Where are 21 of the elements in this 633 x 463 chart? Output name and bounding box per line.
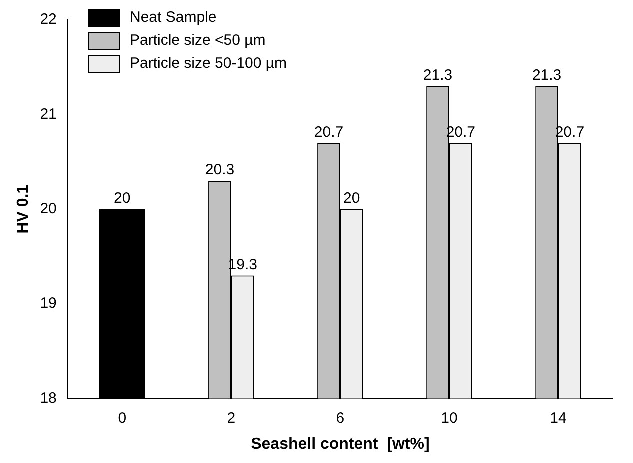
x-axis-title: Seashell content [wt%]: [251, 436, 430, 453]
legend-label: Particle size 50-100 µm: [130, 55, 288, 72]
data-label: 20: [114, 190, 131, 208]
data-label: 20: [344, 190, 360, 208]
y-tick-label: 18: [40, 390, 57, 407]
data-label: 20.7: [314, 124, 344, 141]
y-tick-label: 20: [40, 200, 57, 218]
data-label: 21.3: [532, 66, 562, 84]
x-tick-label: 6: [336, 410, 345, 427]
legend-label: Neat Sample: [130, 9, 217, 26]
data-label: 21.3: [423, 66, 453, 84]
data-label: 20.3: [205, 162, 235, 179]
y-tick-label: 19: [40, 295, 57, 312]
y-axis-title: HV 0.1: [15, 184, 32, 234]
y-tick-label: 22: [40, 11, 57, 28]
x-tick-label: 0: [118, 410, 127, 427]
legend-label: Particle size <50 µm: [130, 32, 266, 49]
x-tick-label: 10: [441, 410, 458, 427]
x-tick-label: 2: [227, 410, 236, 427]
y-tick-label: 21: [40, 106, 57, 123]
x-tick-label: 14: [550, 410, 567, 427]
